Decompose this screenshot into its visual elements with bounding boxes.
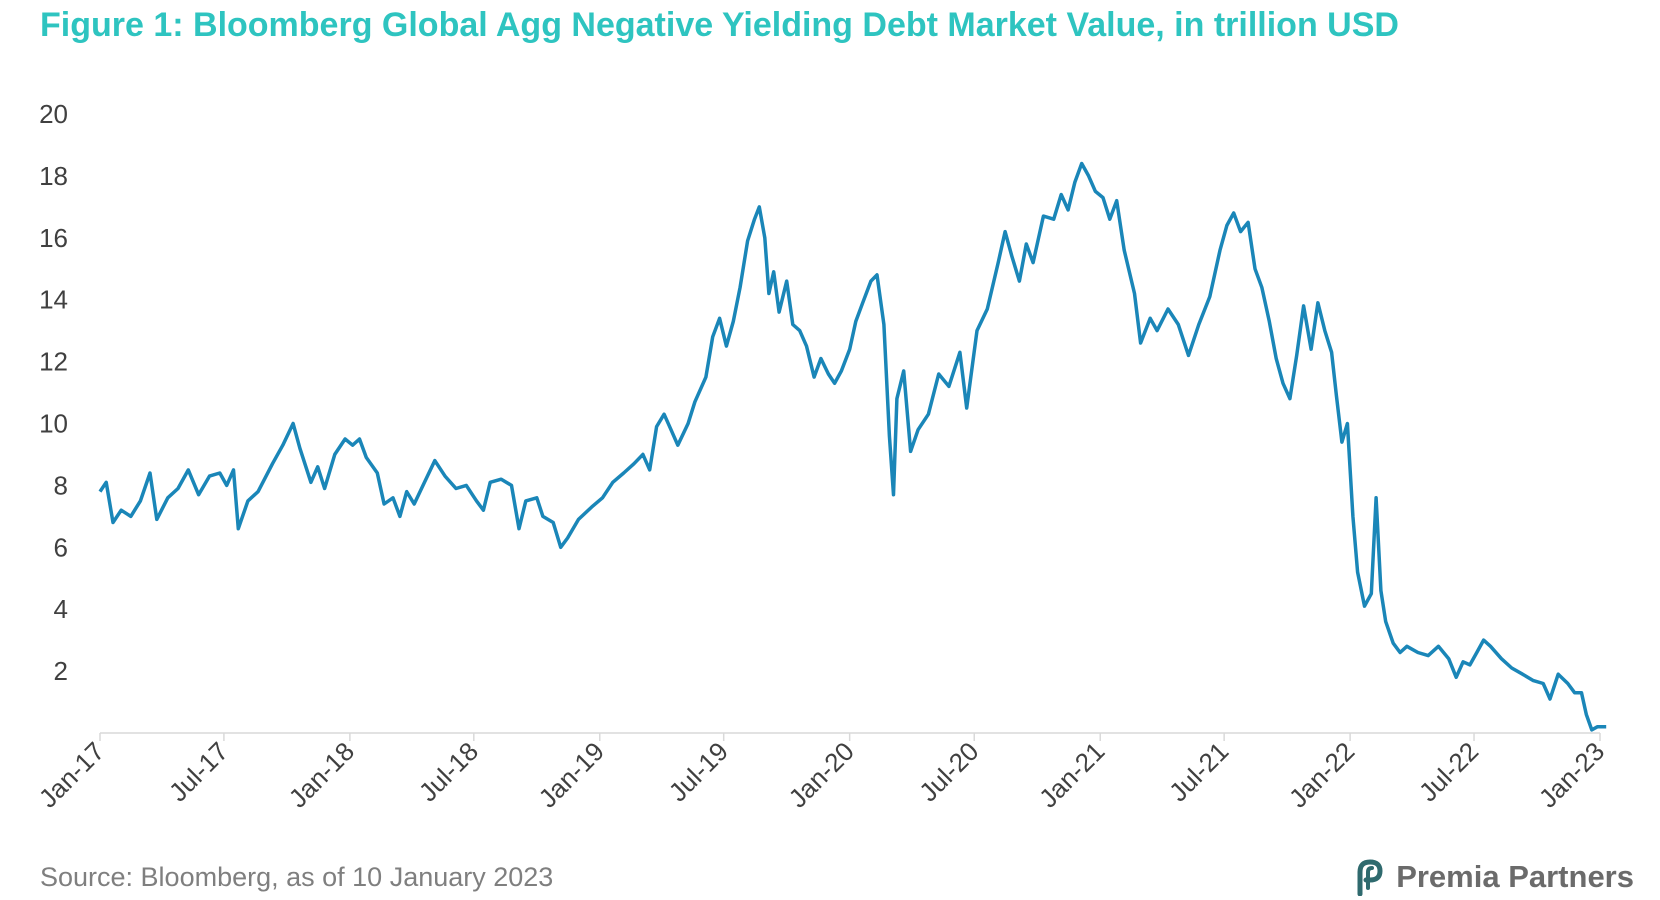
x-tick-label: Jan-18 xyxy=(283,736,360,813)
y-tick-label: 12 xyxy=(39,347,68,377)
x-tick-label: Jan-17 xyxy=(33,736,110,813)
chart-title: Figure 1: Bloomberg Global Agg Negative … xyxy=(40,6,1399,44)
x-tick-label: Jul-22 xyxy=(1413,736,1484,807)
x-tick-label: Jul-20 xyxy=(913,736,984,807)
premia-p-logo-icon xyxy=(1357,859,1383,896)
x-tick-label: Jul-18 xyxy=(413,736,484,807)
x-tick-label: Jan-20 xyxy=(782,736,859,813)
brand-logo: Premia Partners xyxy=(1354,858,1634,896)
source-note: Source: Bloomberg, as of 10 January 2023 xyxy=(40,862,554,892)
y-tick-label: 18 xyxy=(39,161,68,191)
y-tick-label: 4 xyxy=(54,594,68,624)
series-line xyxy=(98,161,1607,732)
y-tick-label: 2 xyxy=(54,656,68,686)
y-tick-label: 16 xyxy=(39,223,68,253)
y-tick-label: 14 xyxy=(39,285,68,315)
x-axis-ticks: Jan-17 Jul-17 Jan-18 Jul-18 Jan-19 Jul-19 Jan-… xyxy=(33,733,1610,813)
x-tick-label: Jan-21 xyxy=(1033,736,1110,813)
brand-name: Premia Partners xyxy=(1396,859,1634,894)
x-tick-label: Jan-23 xyxy=(1533,736,1610,813)
y-tick-label: 6 xyxy=(54,532,68,562)
x-tick-label: Jul-21 xyxy=(1163,736,1234,807)
x-tick-label: Jan-22 xyxy=(1283,736,1360,813)
y-tick-label: 10 xyxy=(39,409,68,439)
x-tick-label: Jul-19 xyxy=(663,736,734,807)
x-tick-label: Jan-19 xyxy=(533,736,610,813)
y-tick-label: 20 xyxy=(39,99,68,129)
y-axis-ticks: 2 4 6 8 10 12 14 16 18 20 xyxy=(39,99,68,686)
series-group xyxy=(98,161,1607,732)
y-tick-label: 8 xyxy=(54,470,68,500)
x-tick-label: Jul-17 xyxy=(163,736,234,807)
